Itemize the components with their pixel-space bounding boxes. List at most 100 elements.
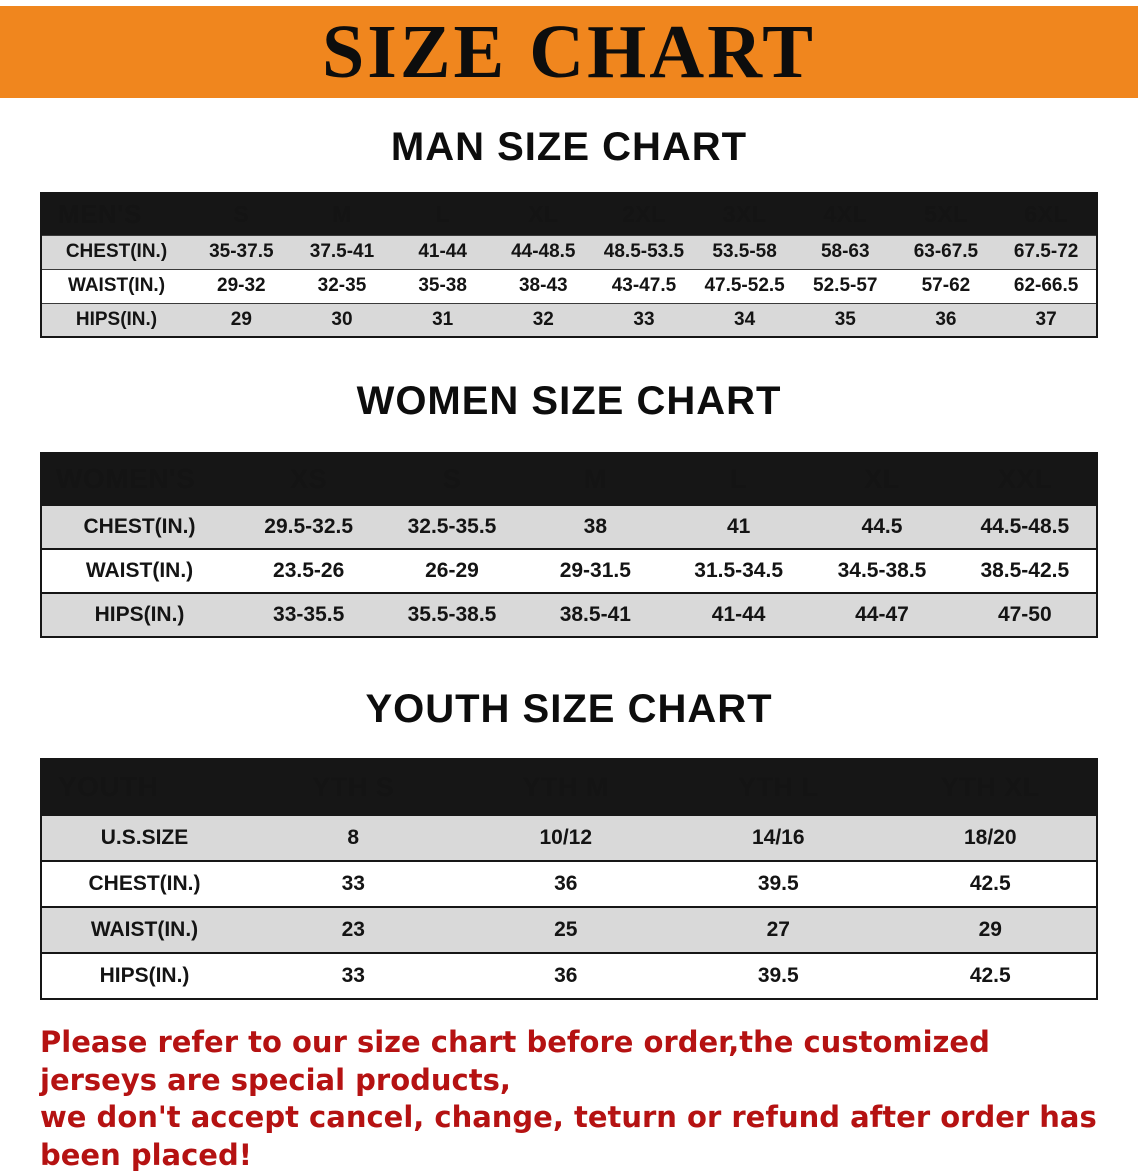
measurement-value: 34.5-38.5 (837, 559, 927, 582)
measurement-label: CHEST(IN.) (88, 872, 201, 895)
measurement-value: 29-31.5 (559, 559, 631, 582)
measurement-value: 33 (341, 964, 365, 987)
table-title-cell: MEN'S (41, 193, 191, 235)
measurement-value: 34 (734, 308, 756, 330)
youth-section-heading: YOUTH SIZE CHART (365, 687, 773, 731)
size-column-header: YTH S (247, 759, 460, 815)
measurement-value: 57-62 (921, 275, 971, 296)
size-column-header: S (380, 453, 524, 505)
size-column-header: YTH M (459, 759, 672, 815)
size-chart-page: SIZE CHART MAN SIZE CHART MEN'S S M L XL 2XL 3… (0, 6, 1138, 1175)
measurement-label: HIPS(IN.) (75, 308, 158, 330)
size-column-header: XL (492, 193, 594, 235)
measurement-row: WAIST(IN.) 23 25 27 29 (41, 907, 1097, 953)
measurement-value: 44-47 (855, 603, 909, 626)
size-column-header: L (392, 193, 493, 235)
size-header-row: WOMEN'S XS S M L XL XXL (41, 453, 1097, 505)
women-size-section: WOMEN SIZE CHART WOMEN'S XS S M L XL XXL CHEST(… (0, 378, 1138, 638)
size-column-header: M (291, 193, 393, 235)
measurement-value: 38.5-41 (559, 603, 631, 626)
measurement-value: 30 (331, 308, 353, 330)
disclaimer-text: Please refer to our size chart before or… (40, 1024, 1110, 1175)
measurement-row: CHEST(IN.) 29.5-32.5 32.5-35.5 38 41 44.5 44.5… (41, 505, 1097, 549)
measurement-value: 26-29 (425, 559, 479, 582)
measurement-value: 39.5 (757, 872, 799, 895)
size-column-header: 4XL (794, 193, 896, 235)
measurement-value: 53.5-58 (712, 241, 777, 262)
measurement-value: 10/12 (539, 826, 593, 849)
measurement-value: 47-50 (997, 603, 1052, 626)
measurement-label: HIPS(IN.) (99, 964, 190, 987)
measurement-value: 32-35 (317, 275, 367, 296)
measurement-value: 58-63 (820, 241, 870, 262)
measurement-value: 48.5-53.5 (603, 241, 685, 262)
measurement-value: 35 (834, 308, 856, 330)
measurement-value: 41-44 (711, 603, 766, 626)
women-size-table: WOMEN'S XS S M L XL XXL CHEST(IN.) 29.5-32.5 32.5… (40, 452, 1098, 638)
size-column-header: 2XL (593, 193, 695, 235)
measurement-value: 29 (978, 918, 1002, 941)
size-column-header: XXL (953, 453, 1097, 505)
measurement-value: 36 (554, 964, 578, 987)
measurement-value: 39.5 (757, 964, 799, 987)
measurement-value: 8 (347, 826, 360, 849)
men-size-section: MAN SIZE CHART MEN'S S M L XL 2XL 3XL 4XL 5XL 6XL… (0, 124, 1138, 338)
measurement-label: WAIST(IN.) (85, 559, 194, 582)
measurement-value: 29-32 (217, 275, 266, 296)
size-column-header: 5XL (895, 193, 997, 235)
size-header-row: MEN'S S M L XL 2XL 3XL 4XL 5XL 6XL (41, 193, 1097, 235)
men-section-heading: MAN SIZE CHART (390, 125, 748, 169)
measurement-value: 36 (554, 872, 578, 895)
size-column-header: YTH L (672, 759, 885, 815)
measurement-value: 41-44 (418, 241, 467, 262)
disclaimer-line-2: we don't accept cancel, change, teturn o… (40, 1100, 1097, 1173)
measurement-value: 29 (230, 308, 252, 330)
measurement-value: 44.5 (861, 515, 903, 538)
page-title: SIZE CHART (321, 10, 816, 94)
size-column-header: M (523, 453, 667, 505)
measurement-value: 29.5-32.5 (264, 515, 354, 538)
measurement-value: 23 (341, 918, 365, 941)
measurement-value: 43-47.5 (611, 275, 677, 296)
measurement-value: 33-35.5 (273, 603, 345, 626)
measurement-value: 32.5-35.5 (407, 515, 497, 538)
size-header-row: YOUTH YTH S YTH M YTH L YTH XL (41, 759, 1097, 815)
measurement-value: 42.5 (969, 872, 1011, 895)
youth-size-section: YOUTH SIZE CHART YOUTH YTH S YTH M YTH L YTH… (0, 686, 1138, 1000)
measurement-value: 33 (633, 308, 655, 330)
measurement-value: 52.5-57 (813, 275, 878, 296)
measurement-value: 31.5-34.5 (694, 559, 784, 582)
men-size-table: MEN'S S M L XL 2XL 3XL 4XL 5XL 6XL CHEST(IN.) 35-37… (40, 192, 1098, 338)
disclaimer-line-1: Please refer to our size chart before or… (40, 1025, 990, 1097)
measurement-value: 14/16 (751, 826, 805, 849)
women-section-heading: WOMEN SIZE CHART (356, 379, 782, 423)
youth-size-table: YOUTH YTH S YTH M YTH L YTH XL U.S.SIZE 8 10/12… (40, 758, 1098, 1000)
measurement-label: WAIST(IN.) (90, 918, 199, 941)
measurement-value: 35-37.5 (209, 241, 274, 262)
size-column-header: S (191, 193, 292, 235)
measurement-value: 42.5 (969, 964, 1011, 987)
measurement-row: HIPS(IN.) 33 36 39.5 42.5 (41, 953, 1097, 999)
measurement-row: WAIST(IN.) 29-32 32-35 35-38 38-43 43-47.5 47.… (41, 269, 1097, 303)
measurement-value: 36 (935, 308, 957, 330)
measurement-value: 41 (726, 515, 751, 538)
measurement-value: 44.5-48.5 (980, 515, 1070, 538)
size-column-header: 6XL (996, 193, 1097, 235)
measurement-label: U.S.SIZE (100, 826, 189, 849)
measurement-value: 38 (583, 515, 607, 538)
measurement-value: 38.5-42.5 (980, 559, 1070, 582)
measurement-row: HIPS(IN.) 29 30 31 32 33 34 35 36 37 (41, 303, 1097, 337)
measurement-value: 35.5-38.5 (407, 603, 497, 626)
measurement-value: 37.5-41 (309, 241, 375, 262)
measurement-label: CHEST(IN.) (83, 515, 196, 538)
measurement-value: 27 (766, 918, 790, 941)
measurement-row: U.S.SIZE 8 10/12 14/16 18/20 (41, 815, 1097, 861)
measurement-row: HIPS(IN.) 33-35.5 35.5-38.5 38.5-41 41-44 44-… (41, 593, 1097, 637)
measurement-value: 33 (341, 872, 365, 895)
measurement-value: 35-38 (418, 275, 467, 296)
measurement-row: CHEST(IN.) 33 36 39.5 42.5 (41, 861, 1097, 907)
measurement-row: CHEST(IN.) 35-37.5 37.5-41 41-44 44-48.5 48.5… (41, 235, 1097, 269)
measurement-value: 31 (432, 308, 454, 330)
table-title-cell: YOUTH (41, 759, 247, 815)
size-column-header: L (666, 453, 811, 505)
